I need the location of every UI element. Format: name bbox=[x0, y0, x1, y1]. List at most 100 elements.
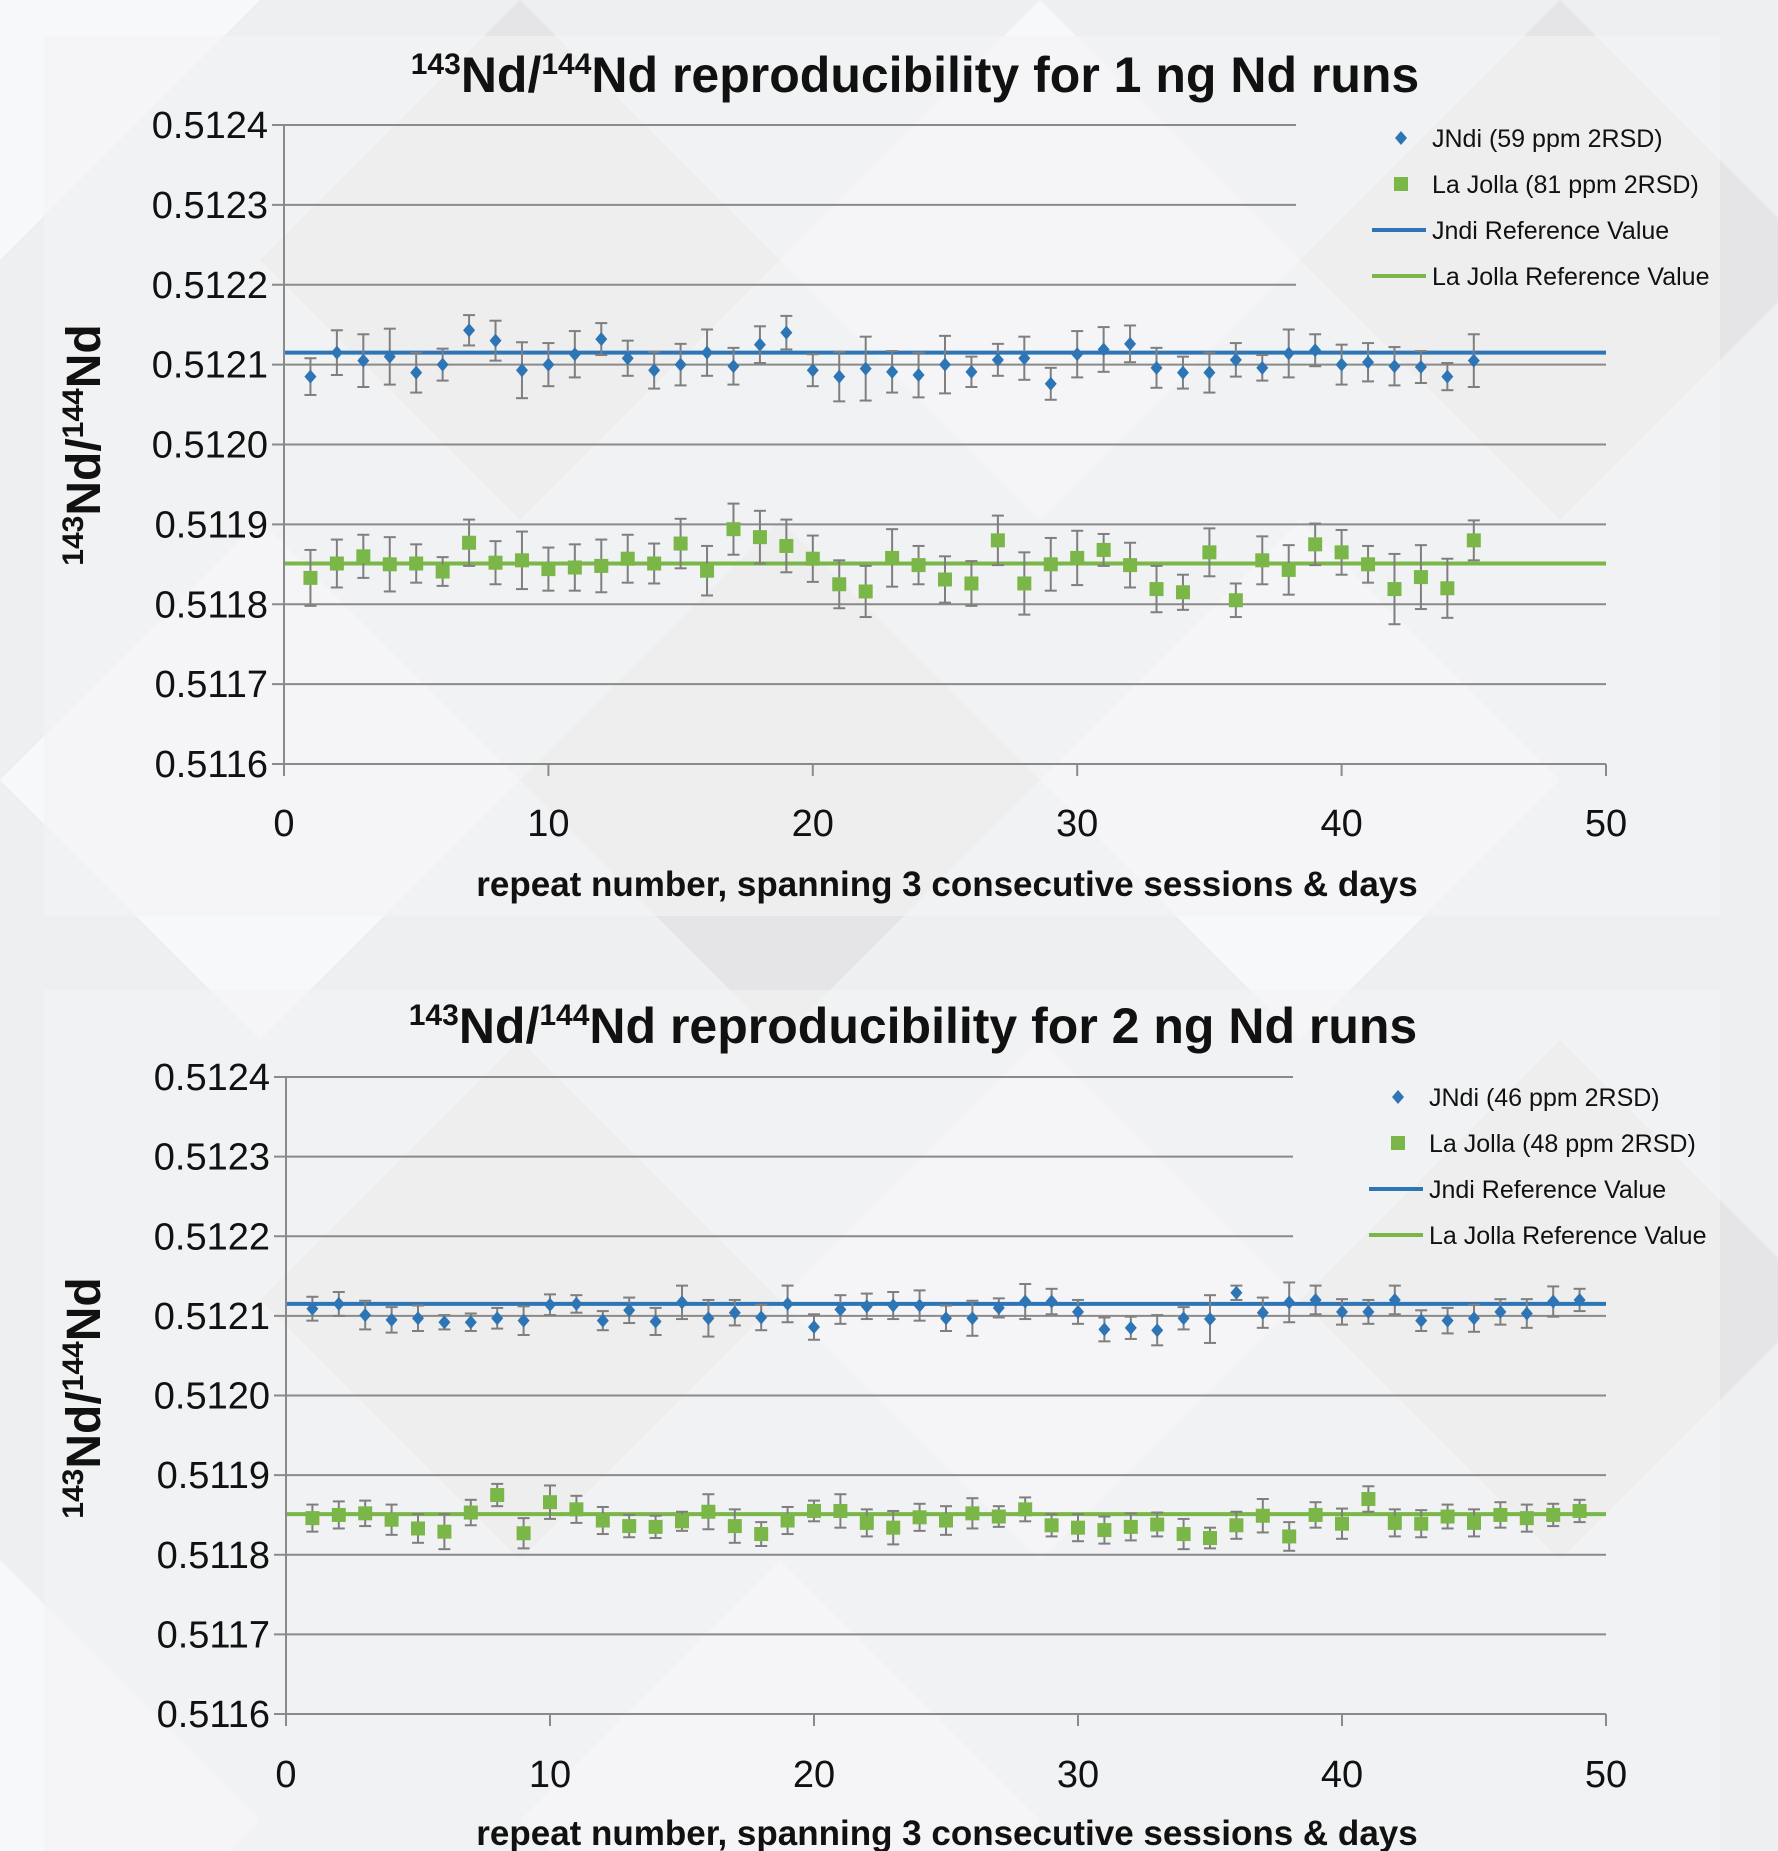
la-jolla-point bbox=[356, 549, 371, 564]
y-tick-labels: 0.5116 0.5117 0.5118 0.5119 0.5120 0.5121 0.51… bbox=[152, 105, 268, 786]
title-rest: Nd reproducibility for 1 ng Nd runs bbox=[591, 47, 1419, 103]
jndi-point bbox=[436, 357, 449, 372]
jndi-point bbox=[544, 1297, 556, 1312]
jndi-point bbox=[542, 357, 555, 372]
jndi-point bbox=[596, 1313, 609, 1328]
la-jolla-point bbox=[675, 1514, 689, 1529]
x-tick-label: 30 bbox=[1056, 803, 1098, 845]
jndi-point bbox=[621, 351, 634, 366]
la-jolla-point bbox=[516, 1526, 531, 1541]
y-tick-label: 0.5123 bbox=[152, 185, 268, 227]
y-axis-title: 143Nd/144Nd bbox=[57, 324, 111, 565]
la-jolla-point bbox=[620, 551, 635, 566]
la-jolla-point bbox=[462, 535, 477, 550]
chart-title: 143Nd/144Nd reproducibility for 2 ng Nd … bbox=[409, 998, 1417, 1054]
jndi-point bbox=[463, 323, 476, 338]
jndi-point bbox=[1177, 1311, 1190, 1326]
x-axis-title: repeat number, spanning 3 consecutive se… bbox=[476, 1814, 1417, 1851]
jndi-point bbox=[834, 1302, 847, 1317]
jndi-point bbox=[1150, 360, 1163, 375]
y-tick-label: 0.5119 bbox=[157, 1455, 270, 1497]
ylabel-sup-144: 144 bbox=[57, 388, 90, 438]
la-jolla-point bbox=[700, 563, 715, 578]
la-jolla-point bbox=[463, 1505, 478, 1520]
la-jolla-point bbox=[752, 530, 767, 545]
jndi-point bbox=[595, 332, 608, 347]
la-jolla-point bbox=[1149, 582, 1164, 597]
la-jolla-point bbox=[382, 557, 397, 572]
jndi-point bbox=[1468, 1311, 1480, 1326]
x-tick-labels: 0 10 20 30 40 50 bbox=[273, 803, 1627, 845]
y-tick-label: 0.5122 bbox=[152, 265, 268, 307]
jndi-point bbox=[1573, 1292, 1586, 1307]
la-jolla-point bbox=[1175, 585, 1190, 600]
jndi-point bbox=[1494, 1304, 1507, 1319]
y-tick-label: 0.5123 bbox=[154, 1137, 270, 1179]
la-jolla-point bbox=[1018, 1502, 1033, 1517]
jndi-point bbox=[1044, 376, 1057, 391]
jndi-point bbox=[1388, 359, 1401, 374]
jndi-point bbox=[357, 353, 370, 368]
y-tick-label: 0.5116 bbox=[155, 744, 268, 786]
y-tick-label: 0.5120 bbox=[152, 425, 268, 467]
jndi-point bbox=[304, 369, 317, 384]
la-jolla-point bbox=[1202, 545, 1217, 560]
la-jolla-point bbox=[911, 558, 926, 573]
jndi-point bbox=[330, 345, 343, 360]
data-points bbox=[303, 323, 1481, 608]
la-jolla-point bbox=[754, 1527, 769, 1542]
x-axis-title: repeat number, spanning 3 consecutive se… bbox=[476, 865, 1417, 904]
jndi-point bbox=[676, 1295, 688, 1310]
la-jolla-point bbox=[1414, 1516, 1429, 1531]
jndi-point bbox=[568, 347, 581, 362]
legend-swatch-diamond bbox=[1395, 131, 1407, 145]
la-jolla-point bbox=[727, 1519, 742, 1534]
la-jolla-point bbox=[1361, 1492, 1376, 1507]
la-jolla-point bbox=[805, 551, 820, 566]
la-jolla-point bbox=[569, 1502, 584, 1517]
jndi-point bbox=[1336, 1304, 1348, 1319]
la-jolla-point bbox=[886, 1520, 901, 1535]
legend-swatch-square bbox=[1394, 177, 1408, 191]
la-jolla-point bbox=[780, 1513, 795, 1528]
jndi-point bbox=[780, 325, 793, 340]
data-points bbox=[305, 1285, 1587, 1546]
jndi-point bbox=[1176, 365, 1189, 380]
jndi-point bbox=[648, 363, 661, 378]
chart-1ng: 143Nd/144Nd reproducibility for 1 ng Nd … bbox=[57, 47, 1710, 904]
x-tick-label: 40 bbox=[1320, 803, 1362, 845]
la-jolla-point bbox=[991, 1509, 1006, 1524]
jndi-point bbox=[515, 363, 528, 378]
jndi-point bbox=[991, 352, 1004, 367]
legend: JNdi (59 ppm 2RSD) La Jolla (81 ppm 2RSD)… bbox=[1372, 125, 1710, 291]
legend-label: La Jolla Reference Value bbox=[1432, 263, 1710, 291]
la-jolla-point bbox=[1546, 1507, 1561, 1522]
la-jolla-point bbox=[1255, 1508, 1270, 1523]
jndi-point bbox=[517, 1313, 530, 1328]
jndi-point bbox=[833, 369, 846, 384]
jndi-point bbox=[1256, 360, 1269, 375]
la-jolla-point bbox=[1281, 562, 1296, 577]
la-jolla-point bbox=[859, 1515, 874, 1530]
title-rest: Nd reproducibility for 2 ng Nd runs bbox=[589, 998, 1417, 1054]
x-tick-labels: 0 10 20 30 40 50 bbox=[275, 1754, 1627, 1796]
jndi-point bbox=[383, 349, 396, 364]
y-tick-label: 0.5117 bbox=[155, 664, 268, 706]
la-jolla-point bbox=[1044, 1518, 1059, 1533]
x-tick-label: 50 bbox=[1585, 1754, 1627, 1796]
la-jolla-point bbox=[1308, 1507, 1323, 1522]
jndi-point bbox=[412, 1311, 424, 1326]
x-tick-label: 20 bbox=[792, 803, 834, 845]
la-jolla-point bbox=[411, 1521, 425, 1536]
la-jolla-point bbox=[1387, 582, 1402, 597]
jndi-point bbox=[755, 1310, 768, 1325]
la-jolla-point bbox=[329, 556, 344, 571]
la-jolla-point bbox=[858, 584, 873, 599]
y-tick-label: 0.5122 bbox=[154, 1216, 270, 1258]
jndi-point bbox=[489, 333, 502, 348]
y-tick-label: 0.5124 bbox=[154, 1057, 270, 1099]
legend-label: La Jolla (81 ppm 2RSD) bbox=[1432, 171, 1699, 199]
jndi-point bbox=[1309, 343, 1322, 358]
legend-swatch-diamond bbox=[1392, 1090, 1404, 1104]
legend-label: JNdi (46 ppm 2RSD) bbox=[1429, 1084, 1660, 1112]
